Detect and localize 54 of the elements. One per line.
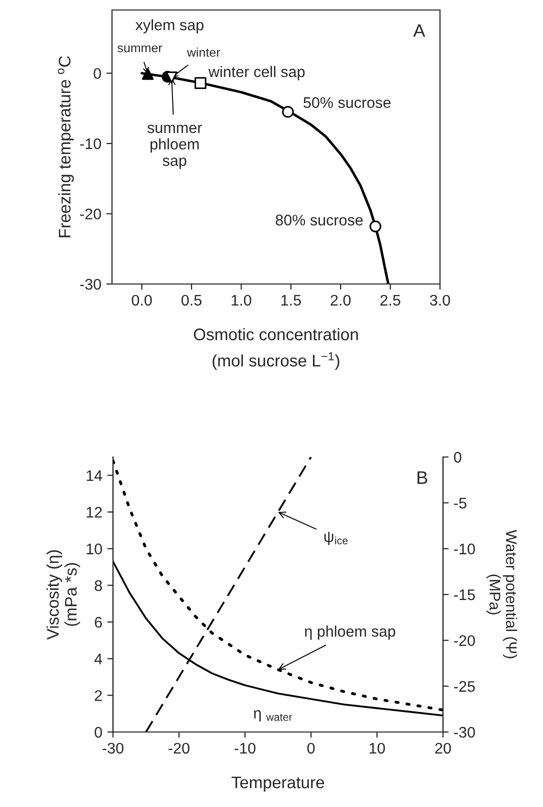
y-tick-label: 0 [94,68,101,79]
annotation: A [413,24,426,37]
y2-tick-label: -15 [454,590,475,600]
y-tick-label: 10 [86,544,102,554]
annotation: summer [118,45,162,52]
x-tick-label: 1.0 [232,294,252,306]
x-tick-label: 20 [435,742,451,754]
annotation: xylem sap [136,19,204,34]
line-series [113,459,443,712]
x-tick-label: 2.5 [380,294,400,306]
x-tick-label: 0.5 [181,294,202,306]
x-tick-label: 10 [370,742,385,754]
x-tick-label: 1.5 [281,294,301,306]
y2-tick-label: -30 [454,726,475,738]
y2-tick-label: -5 [454,498,466,509]
x-tick-label: 2.0 [330,294,351,306]
y2-axis-title: Water potential (Ψ) (MPa) [486,530,518,658]
x-tick-label: 0 [307,742,315,754]
annotation: ψ$_{ice}$ [324,532,348,545]
y-tick-label: 8 [94,580,102,592]
x-axis-title: Osmotic concentration (mol sucrose L$^{−1}$) [194,328,358,370]
x-tick-label: -30 [102,742,124,754]
y-tick-label: 0 [94,726,102,738]
point [282,106,294,118]
annotation: summer phloem sap [147,124,202,170]
y-tick-label: -10 [80,138,101,150]
y-tick-label: 6 [94,616,102,628]
annotation: η $_{water}$ [254,710,292,722]
point [142,68,154,80]
x-tick-label: -10 [234,742,256,754]
point [194,77,206,89]
annotation: winter cell sap [208,66,305,80]
annotation: η phloem sap [304,626,396,640]
annotation: 50% sucrose [304,97,391,108]
y-axis-title: Freezing temperature $^{o}$C [58,56,74,238]
x-tick-label: -20 [168,742,190,754]
y-tick-label: 2 [94,690,102,701]
y-tick-label: 14 [86,470,102,481]
y-tick-label: -20 [80,208,101,220]
y2-tick-label: -25 [454,681,475,692]
y2-tick-label: -10 [454,544,475,554]
y-tick-label: 12 [86,506,102,518]
annotation: winter [186,48,220,57]
x-tick-label: 3.0 [430,294,450,306]
y-axis-title: Viscosity (η) (mPa *s) [46,550,80,640]
y2-tick-label: 0 [454,452,462,463]
annotation: 80% sucrose [276,214,363,226]
y2-tick-label: -20 [454,635,475,646]
x-axis-title: Temperature [232,776,324,792]
point [369,220,382,232]
x-tick-label: 0.0 [132,294,152,306]
y-tick-label: -30 [80,278,101,290]
y-tick-label: 4 [94,654,102,664]
annotation: B [418,471,428,484]
